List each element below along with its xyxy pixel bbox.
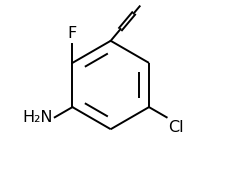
Text: H₂N: H₂N — [23, 110, 53, 125]
Text: Cl: Cl — [168, 120, 184, 135]
Text: F: F — [68, 26, 77, 41]
